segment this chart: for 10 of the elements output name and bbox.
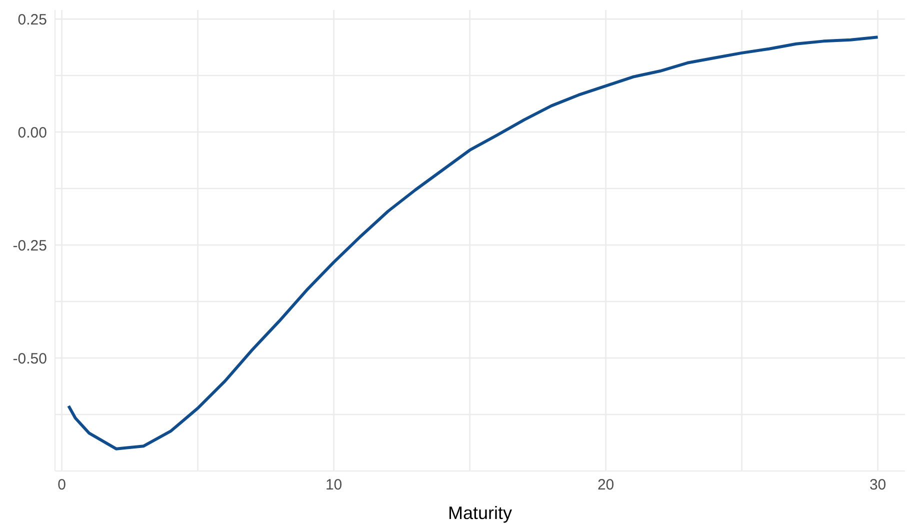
y-tick-label: 0.00 bbox=[18, 124, 47, 142]
x-tick-label: 20 bbox=[597, 476, 614, 494]
y-tick-label: -0.50 bbox=[12, 350, 47, 368]
x-tick-label: 10 bbox=[325, 476, 342, 494]
line-series bbox=[67, 36, 880, 450]
y-tick-label: -0.25 bbox=[12, 237, 47, 254]
x-tick-label: 0 bbox=[58, 476, 66, 494]
x-axis-title: Maturity bbox=[448, 503, 512, 523]
y-tick-label: 0.25 bbox=[18, 11, 47, 28]
x-tick-label: 30 bbox=[869, 476, 886, 494]
